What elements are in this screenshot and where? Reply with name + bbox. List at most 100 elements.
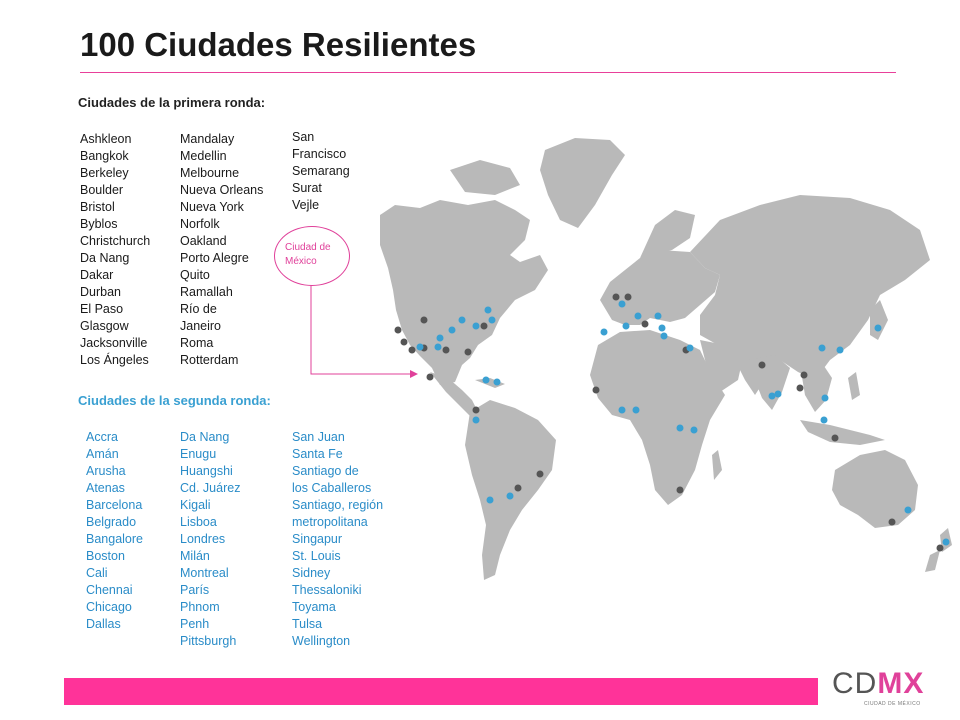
city-name: Chicago [86, 600, 132, 614]
city-dot [820, 416, 828, 424]
city-name: Mandalay [180, 132, 235, 146]
city-name: Durban [80, 285, 121, 299]
city-name: Thessaloniki [292, 583, 362, 597]
city-name: Vejle [292, 198, 320, 212]
city-dot [442, 346, 450, 354]
callout-arrow [310, 285, 415, 375]
city-dot [654, 312, 662, 320]
city-name: St. Louis [292, 549, 341, 563]
city-dot [641, 320, 649, 328]
arctic-islands-shape [450, 160, 520, 195]
second-round-heading: Ciudades de la segunda ronda: [78, 393, 271, 408]
callout-line-1: Ciudad de [285, 242, 331, 253]
city-name: Huangshi [180, 464, 233, 478]
city-dot [942, 538, 950, 546]
city-name: Toyama [292, 600, 336, 614]
city-name: Tulsa [292, 617, 323, 631]
city-name: Oakland [180, 234, 227, 248]
city-dot [434, 343, 442, 351]
city-dot [818, 344, 826, 352]
africa-shape [590, 330, 725, 505]
city-name: Rotterdam [180, 353, 239, 367]
city-name: Montreal [180, 566, 229, 580]
city-name: Phnom [180, 600, 220, 614]
city-dot [686, 344, 694, 352]
city-name: Medellin [180, 149, 227, 163]
city-name: Cali [86, 566, 108, 580]
city-name: Wellington [292, 634, 351, 648]
city-name: metropolitana [292, 515, 368, 529]
new-zealand-south-shape [925, 550, 940, 572]
title-divider [80, 72, 896, 73]
city-name: Bangalore [86, 532, 143, 546]
city-name: Londres [180, 532, 226, 546]
cdmx-logo: CDMX CIUDAD DE MÉXICO [832, 668, 932, 712]
city-name: Glasgow [80, 319, 129, 333]
city-dot [486, 496, 494, 504]
city-dot [618, 406, 626, 414]
second-round-column-3: San Juan Santa Fe Santiago de los Caballero… [292, 429, 383, 650]
city-dot [888, 518, 896, 526]
city-name: Ashkleon [80, 132, 132, 146]
city-name: Río de [180, 302, 217, 316]
city-dot [536, 470, 544, 478]
scandinavia-shape [640, 210, 695, 258]
city-name: Amán [86, 447, 119, 461]
city-name: Da Nang [80, 251, 130, 265]
city-dot [464, 348, 472, 356]
city-dot [821, 394, 829, 402]
city-dot [472, 416, 480, 424]
philippines-shape [848, 372, 860, 400]
second-round-column-1: Accra Amán Arusha Atenas Barcelona Belgrado Ba… [86, 429, 143, 633]
city-name: Boston [86, 549, 125, 563]
city-dot [472, 322, 480, 330]
city-dot [416, 343, 424, 351]
city-name: Sidney [292, 566, 331, 580]
city-name: Chennai [86, 583, 133, 597]
city-dot [400, 338, 408, 346]
city-name: Quito [180, 268, 210, 282]
first-round-column-3: San Francisco Semarang Surat Vejle [292, 129, 350, 214]
city-dot [480, 322, 488, 330]
second-round-column-2: Da Nang Enugu Huangshi Cd. Juárez Kigali Lisb… [180, 429, 240, 650]
city-dot [836, 346, 844, 354]
page-title: 100 Ciudades Resilientes [80, 26, 477, 63]
logo-subtitle: CIUDAD DE MÉXICO [864, 701, 921, 707]
city-name: Milán [180, 549, 210, 563]
city-name: Nueva York [180, 200, 244, 214]
city-name: Roma [180, 336, 214, 350]
city-name: Janeiro [180, 319, 221, 333]
indochina-shape [800, 360, 832, 412]
city-name: Porto Alegre [180, 251, 249, 265]
city-name: los Caballeros [292, 481, 372, 495]
city-dot [660, 332, 668, 340]
south-america-shape [465, 400, 556, 580]
city-dot [394, 326, 402, 334]
city-dot [936, 544, 944, 552]
city-name: Santiago de [292, 464, 359, 478]
australia-shape [832, 450, 918, 528]
footer-accent-bar [64, 678, 818, 705]
city-name: Boulder [80, 183, 124, 197]
city-dot [904, 506, 912, 514]
japan-shape [870, 300, 888, 340]
caribbean-shape [475, 378, 505, 388]
city-dot [690, 426, 698, 434]
city-dot [676, 486, 684, 494]
city-name: El Paso [80, 302, 124, 316]
city-name: Dakar [80, 268, 114, 282]
indonesia-shape [800, 420, 885, 445]
city-name: Santa Fe [292, 447, 343, 461]
city-name: Dallas [86, 617, 121, 631]
city-dot [458, 316, 466, 324]
city-dot [658, 324, 666, 332]
city-name: Byblos [80, 217, 118, 231]
city-name: Atenas [86, 481, 125, 495]
city-dot [632, 406, 640, 414]
city-name: San Juan [292, 430, 345, 444]
first-round-column-1: Ashkleon Bangkok Berkeley Boulder Bristol Byb… [80, 131, 150, 369]
city-dot [618, 300, 626, 308]
callout-line-2: México [285, 256, 317, 267]
city-dot [484, 306, 492, 314]
